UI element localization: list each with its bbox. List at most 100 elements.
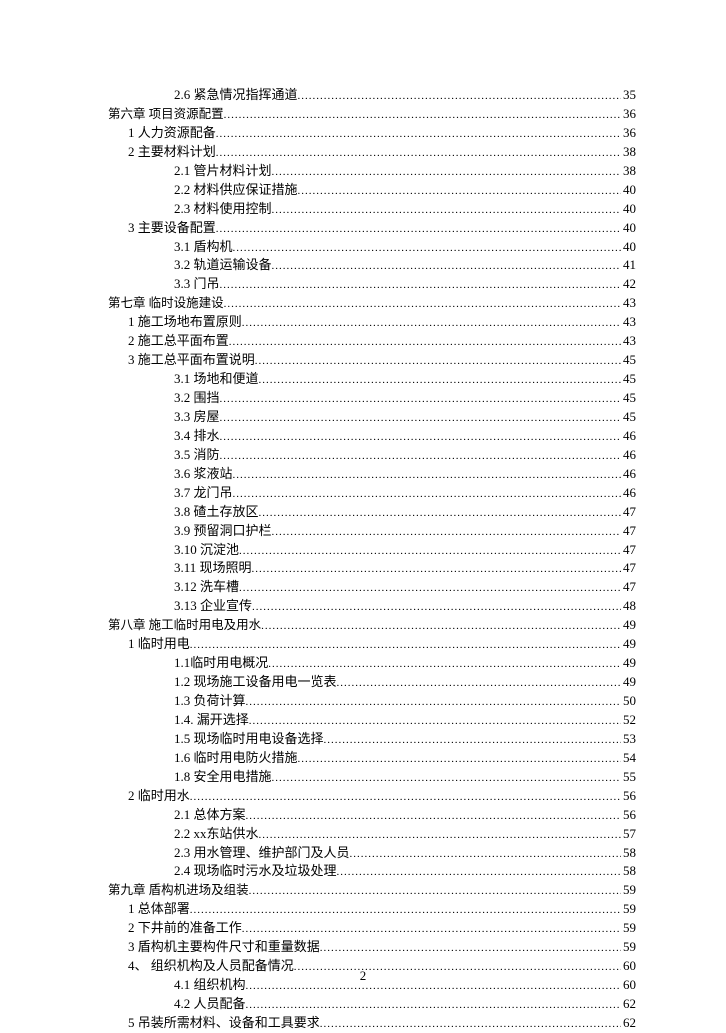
toc-label: 3.12 洗车槽 [174, 578, 239, 597]
toc-page: 55 [621, 768, 636, 787]
toc-entry: 2.3 材料使用控制40 [108, 200, 636, 219]
toc-label: 5 吊装所需材料、设备和工具要求 [128, 1014, 320, 1033]
toc-entry: 2 主要材料计划38 [108, 143, 636, 162]
toc-entry: 2 下井前的准备工作59 [108, 919, 636, 938]
toc-entry: 2.3 用水管理、维护部门及人员 58 [108, 844, 636, 863]
toc-leader-dots [239, 541, 621, 560]
toc-entry: 2.2 xx东站供水 57 [108, 825, 636, 844]
toc-page: 47 [621, 503, 636, 522]
toc-page: 53 [621, 730, 636, 749]
toc-page: 49 [621, 654, 636, 673]
toc-label: 3.13 企业宣传 [174, 597, 252, 616]
toc-page: 40 [621, 238, 636, 257]
toc-leader-dots [246, 806, 621, 825]
toc-entry: 3.1 场地和便道45 [108, 370, 636, 389]
toc-label: 2 临时用水 [128, 787, 190, 806]
toc-leader-dots [246, 995, 621, 1014]
toc-entry: 3 盾构机主要构件尺寸和重量数据59 [108, 938, 636, 957]
toc-label: 2.1 管片材料计划 [174, 162, 272, 181]
toc-leader-dots [224, 105, 621, 124]
toc-leader-dots [350, 844, 621, 863]
toc-entry: 1.1临时用电概况 49 [108, 654, 636, 673]
toc-leader-dots [324, 730, 621, 749]
toc-page: 58 [621, 862, 636, 881]
toc-leader-dots [229, 332, 621, 351]
toc-page: 40 [621, 200, 636, 219]
toc-entry: 2.2 材料供应保证措施40 [108, 181, 636, 200]
toc-page: 46 [621, 446, 636, 465]
toc-page: 36 [621, 124, 636, 143]
table-of-contents: 2.6 紧急情况指挥通道35第六章 项目资源配置361 人力资源配备362 主要… [108, 86, 636, 1033]
toc-page: 56 [621, 806, 636, 825]
toc-label: 3.6 浆液站 [174, 465, 233, 484]
toc-page: 57 [621, 825, 636, 844]
toc-leader-dots [320, 1014, 621, 1033]
toc-entry: 3 主要设备配置40 [108, 219, 636, 238]
toc-page: 49 [621, 673, 636, 692]
toc-leader-dots [224, 294, 621, 313]
toc-label: 2.2 xx东站供水 [174, 825, 259, 844]
toc-page: 59 [621, 919, 636, 938]
toc-label: 2.6 紧急情况指挥通道 [174, 86, 298, 105]
toc-entry: 3.10 沉淀池47 [108, 541, 636, 560]
toc-entry: 4.2 人员配备 62 [108, 995, 636, 1014]
toc-entry: 2.1 总体方案 56 [108, 806, 636, 825]
toc-leader-dots [242, 919, 621, 938]
toc-label: 第七章 临时设施建设 [108, 294, 224, 312]
toc-label: 3.2 轨道运输设备 [174, 256, 272, 275]
toc-page: 41 [621, 256, 636, 275]
toc-entry: 1 人力资源配备 36 [108, 124, 636, 143]
toc-leader-dots [259, 503, 621, 522]
toc-label: 2.3 用水管理、维护部门及人员 [174, 844, 350, 863]
toc-page: 62 [621, 995, 636, 1014]
toc-leader-dots [337, 862, 621, 881]
toc-label: 3.3 房屋 [174, 408, 220, 427]
toc-label: 4.2 人员配备 [174, 995, 246, 1014]
toc-label: 2.1 总体方案 [174, 806, 246, 825]
toc-label: 1.1临时用电概况 [174, 654, 268, 673]
toc-leader-dots [272, 256, 621, 275]
toc-entry: 3.4 排水 46 [108, 427, 636, 446]
toc-label: 1 人力资源配备 [128, 124, 216, 143]
toc-entry: 第九章 盾构机进场及组装59 [108, 881, 636, 900]
toc-entry: 3.8 碴土存放区 47 [108, 503, 636, 522]
toc-leader-dots [259, 370, 621, 389]
toc-entry: 1 总体部署59 [108, 900, 636, 919]
toc-page: 46 [621, 427, 636, 446]
toc-page: 46 [621, 484, 636, 503]
toc-page: 52 [621, 711, 636, 730]
toc-leader-dots [233, 484, 621, 503]
toc-entry: 1.2 现场施工设备用电一览表49 [108, 673, 636, 692]
toc-page: 43 [621, 332, 636, 351]
toc-leader-dots [239, 578, 621, 597]
toc-page: 54 [621, 749, 636, 768]
toc-page: 58 [621, 844, 636, 863]
toc-entry: 2.4 现场临时污水及垃圾处理58 [108, 862, 636, 881]
toc-label: 2 主要材料计划 [128, 143, 216, 162]
toc-label: 1 总体部署 [128, 900, 190, 919]
toc-label: 1 临时用电 [128, 635, 190, 654]
toc-page: 45 [621, 370, 636, 389]
toc-entry: 3.3 门吊42 [108, 275, 636, 294]
toc-page: 49 [621, 616, 636, 635]
toc-label: 2 施工总平面布置 [128, 332, 229, 351]
toc-entry: 1.5 现场临时用电设备选择53 [108, 730, 636, 749]
toc-label: 3.8 碴土存放区 [174, 503, 259, 522]
toc-label: 3.4 排水 [174, 427, 220, 446]
toc-entry: 2 施工总平面布置 43 [108, 332, 636, 351]
toc-leader-dots [259, 825, 621, 844]
toc-leader-dots [246, 692, 621, 711]
toc-page: 47 [621, 578, 636, 597]
toc-entry: 第八章 施工临时用电及用水49 [108, 616, 636, 635]
toc-page: 48 [621, 597, 636, 616]
toc-page: 43 [621, 313, 636, 332]
toc-page: 59 [621, 881, 636, 900]
toc-page: 45 [621, 389, 636, 408]
toc-label: 1.3 负荷计算 [174, 692, 246, 711]
toc-leader-dots [220, 408, 621, 427]
toc-label: 3 盾构机主要构件尺寸和重量数据 [128, 938, 320, 957]
toc-page: 50 [621, 692, 636, 711]
toc-entry: 1.4. 漏开选择52 [108, 711, 636, 730]
toc-leader-dots [220, 389, 621, 408]
toc-page: 49 [621, 635, 636, 654]
